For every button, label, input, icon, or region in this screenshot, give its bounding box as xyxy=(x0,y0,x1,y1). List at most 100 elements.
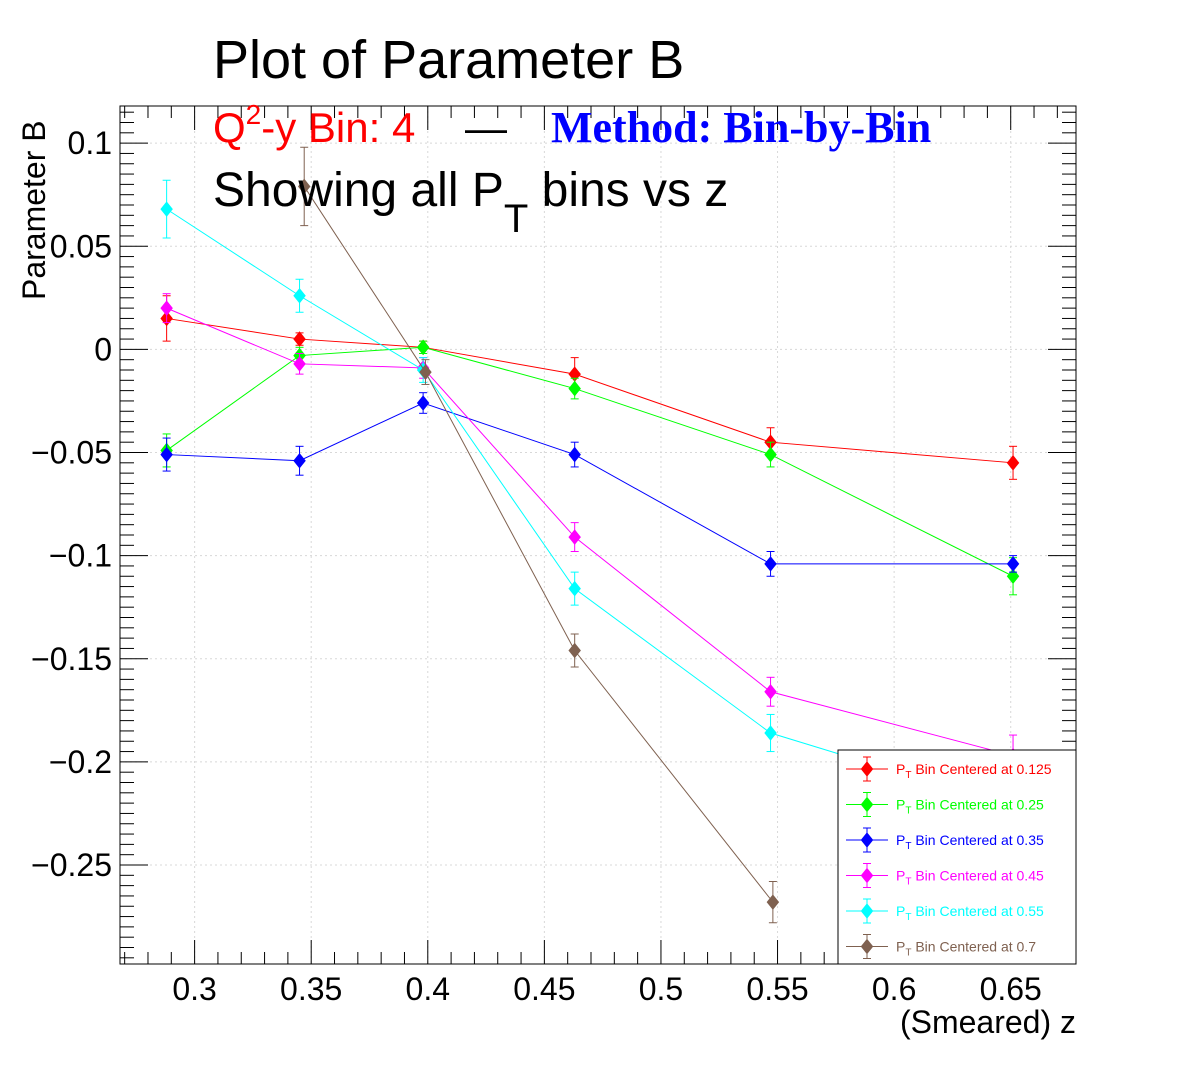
data-point xyxy=(764,446,777,463)
data-point xyxy=(1006,455,1020,471)
x-tick-label: 0.5 xyxy=(639,971,683,1007)
data-point xyxy=(160,201,173,217)
legend-label: PT Bin Centered at 0.7 xyxy=(896,939,1036,959)
subtitle-pt-suffix: bins vs z xyxy=(528,164,728,217)
y-tick-label: 0.05 xyxy=(50,228,112,264)
legend-label-prefix: P xyxy=(896,761,905,777)
y-tick-label: −0.25 xyxy=(31,847,112,883)
x-tick-label: 0.35 xyxy=(280,971,342,1007)
legend-label-text: Bin Centered at 0.55 xyxy=(911,903,1044,919)
series-line xyxy=(166,307,1014,757)
legend-marker xyxy=(860,796,874,813)
legend-box xyxy=(837,749,1077,965)
legend-label-prefix: P xyxy=(896,903,905,919)
subtitle-bin: Q2-y Bin: 4 xyxy=(213,99,415,151)
series-layer xyxy=(160,146,1020,924)
x-tick-label: 0.55 xyxy=(746,971,808,1007)
series-line xyxy=(166,317,1014,464)
x-tick-label: 0.45 xyxy=(513,971,575,1007)
legend-label-prefix: P xyxy=(896,832,905,848)
series-line xyxy=(303,186,774,903)
subtitle-pt-prefix: Showing all P xyxy=(213,164,504,217)
legend-label-text: Bin Centered at 0.125 xyxy=(911,761,1051,777)
y-tick-label: −0.05 xyxy=(31,435,112,471)
data-point xyxy=(293,452,306,469)
data-point xyxy=(766,894,780,910)
legend-entry: PT Bin Centered at 0.25 xyxy=(846,792,1044,817)
legend-label-prefix: P xyxy=(896,797,905,813)
legend-label-sub: T xyxy=(905,806,911,817)
data-point xyxy=(416,339,430,356)
legend-entry: PT Bin Centered at 0.55 xyxy=(846,898,1044,924)
legend-label-prefix: P xyxy=(896,939,905,955)
data-point xyxy=(568,380,581,397)
legend-label-sub: T xyxy=(905,877,911,888)
legend-label-sub: T xyxy=(905,912,911,923)
legend-entry: PT Bin Centered at 0.7 xyxy=(846,934,1036,959)
legend-label: PT Bin Centered at 0.45 xyxy=(896,868,1044,888)
legend-label: PT Bin Centered at 0.125 xyxy=(896,761,1052,781)
legend-label-text: Bin Centered at 0.7 xyxy=(911,939,1036,955)
data-point xyxy=(568,642,581,659)
subtitle-q-sup: 2 xyxy=(246,99,262,130)
data-point xyxy=(764,556,777,572)
subtitle-q: Q xyxy=(213,104,246,151)
legend-marker xyxy=(860,761,874,777)
subtitle-pt-sub: T xyxy=(504,197,528,241)
y-tick-label: 0.1 xyxy=(68,125,112,161)
legend-label-text: Bin Centered at 0.25 xyxy=(911,797,1044,813)
subtitle-pt-bins: Showing all PT bins vs z xyxy=(213,164,728,241)
y-axis-label: Parameter B xyxy=(16,120,52,300)
legend-label-sub: T xyxy=(905,948,911,959)
legend-label-prefix: P xyxy=(896,868,905,884)
data-point xyxy=(160,300,173,316)
series-line xyxy=(166,208,1014,808)
subtitle-bin-text: -y Bin: 4 xyxy=(261,104,415,151)
data-point xyxy=(764,725,777,741)
legend-marker xyxy=(860,938,874,955)
data-point xyxy=(1006,568,1020,585)
ticks-layer: 0.3 0.35 0.4 0.45 0.5 0.55 0.6 0.65 0.1 0.05 0 −0.0… xyxy=(31,106,1076,1007)
x-axis-label: (Smeared) z xyxy=(900,1004,1076,1040)
x-tick-label: 0.4 xyxy=(406,971,450,1007)
chart-title: Plot of Parameter B xyxy=(213,30,684,90)
legend-label-sub: T xyxy=(905,770,911,781)
legend-label: PT Bin Centered at 0.55 xyxy=(896,903,1044,923)
series-line xyxy=(166,402,1014,565)
data-point xyxy=(160,446,173,463)
data-point xyxy=(419,364,432,380)
series-line xyxy=(166,346,1014,577)
x-tick-label: 0.6 xyxy=(872,971,916,1007)
legend-label: PT Bin Centered at 0.25 xyxy=(896,797,1044,817)
data-point xyxy=(293,356,306,372)
data-point xyxy=(1006,556,1020,572)
legend-marker xyxy=(860,867,874,884)
series-5 xyxy=(297,146,780,924)
legend-label-text: Bin Centered at 0.35 xyxy=(911,832,1044,848)
data-point xyxy=(416,395,430,411)
y-tick-label: −0.15 xyxy=(31,641,112,677)
legend-entry: PT Bin Centered at 0.35 xyxy=(846,827,1044,853)
legend-marker xyxy=(860,903,874,919)
data-point xyxy=(568,580,581,597)
x-tick-label: 0.3 xyxy=(172,971,216,1007)
data-point xyxy=(293,287,306,304)
data-point xyxy=(568,446,581,463)
data-point xyxy=(297,178,311,195)
legend-label-sub: T xyxy=(905,841,911,852)
subtitle-separator: — xyxy=(465,104,507,151)
y-tick-label: −0.1 xyxy=(49,538,112,574)
legend-label-text: Bin Centered at 0.45 xyxy=(911,868,1044,884)
legend-entry: PT Bin Centered at 0.45 xyxy=(846,863,1044,888)
series-4 xyxy=(160,179,1020,829)
series-2 xyxy=(160,392,1020,577)
data-point xyxy=(293,331,306,347)
subtitle-method: Method: Bin-by-Bin xyxy=(551,103,931,152)
legend-marker xyxy=(860,832,874,848)
y-tick-label: −0.2 xyxy=(49,744,112,780)
data-point xyxy=(764,683,777,700)
legend-entry: PT Bin Centered at 0.125 xyxy=(846,756,1052,782)
x-tick-label: 0.65 xyxy=(980,971,1042,1007)
